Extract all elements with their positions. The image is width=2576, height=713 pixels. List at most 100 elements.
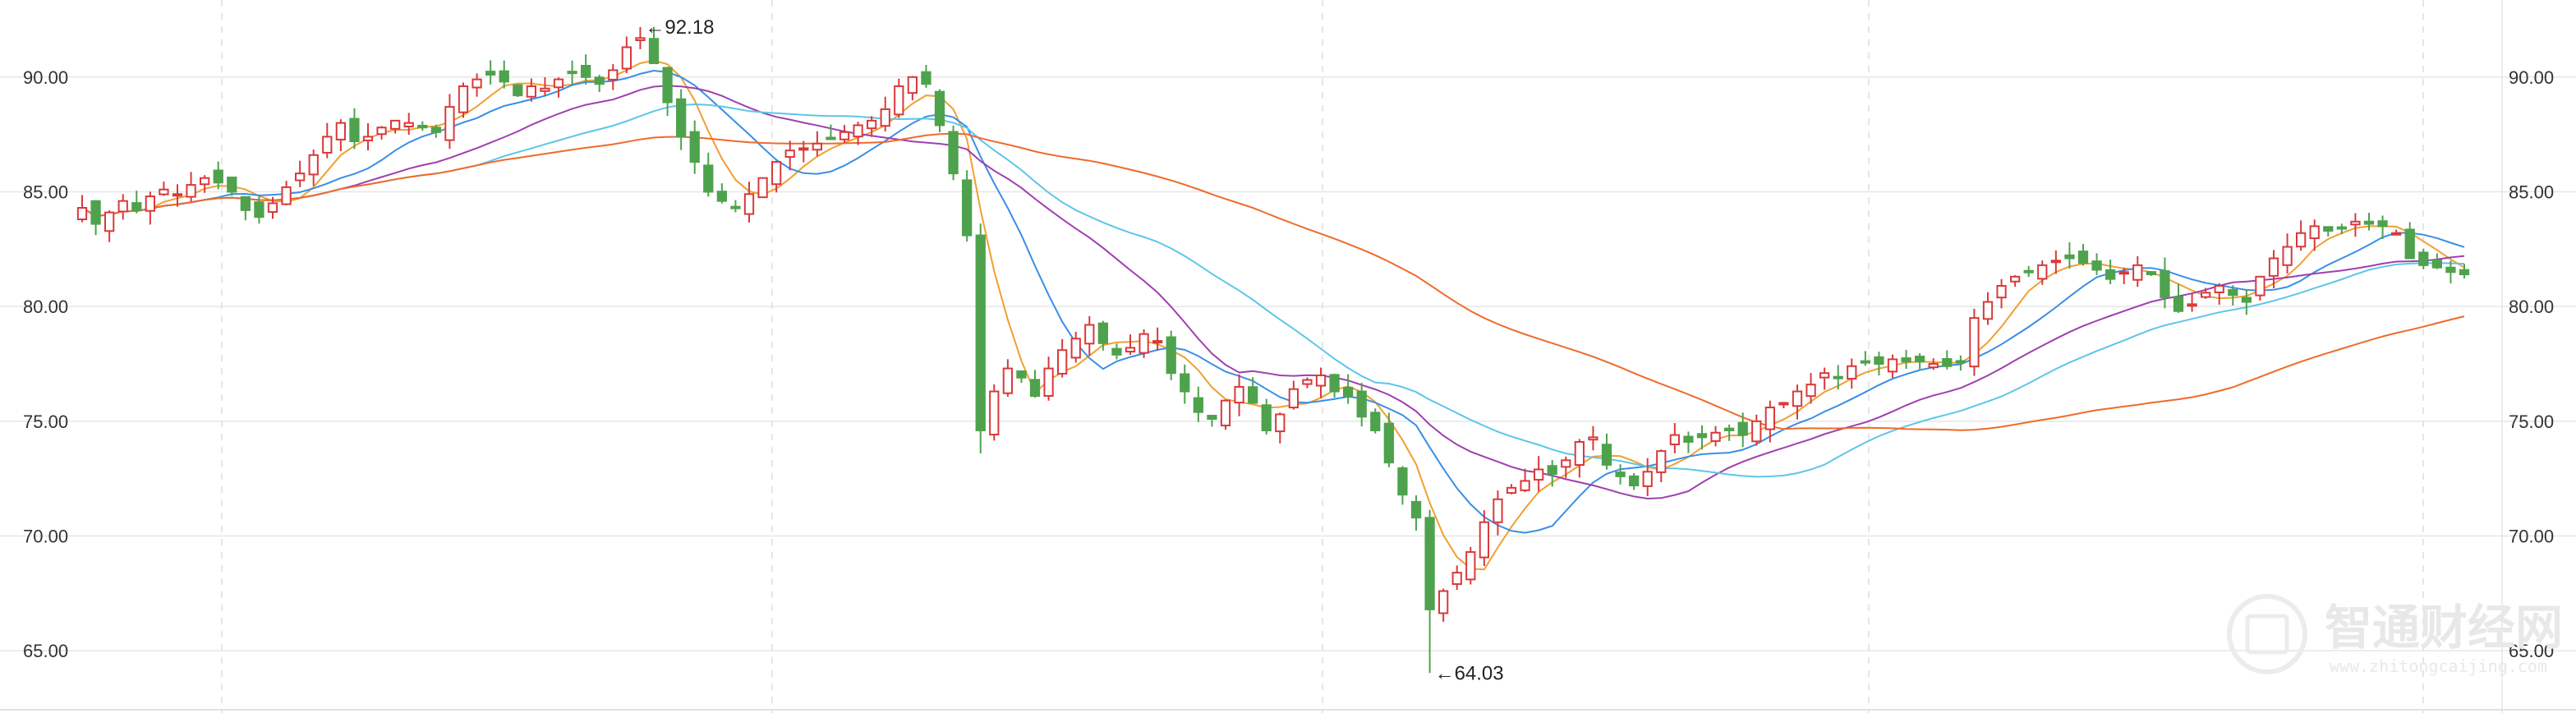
candle-body-110 (1574, 440, 1585, 467)
candle-129 (1833, 365, 1843, 390)
candle-67 (989, 384, 1000, 441)
candle-body-155 (2187, 303, 2197, 307)
candle-85 (1234, 374, 1244, 416)
candle-body-137 (1942, 357, 1953, 367)
candle-body-102 (1465, 551, 1476, 581)
candle-146 (2064, 242, 2075, 269)
candle-108 (1547, 460, 1557, 487)
candle-body-130 (1847, 365, 1857, 380)
candle-body-73 (1070, 338, 1081, 359)
candle-body-154 (2173, 296, 2184, 312)
candle-body-129 (1833, 375, 1843, 380)
candle-body-128 (1819, 372, 1830, 379)
candle-body-1 (90, 200, 101, 225)
candle-130 (1847, 358, 1857, 389)
candle-41 (635, 26, 646, 49)
candle-body-160 (2255, 275, 2266, 297)
candle-15 (281, 181, 292, 205)
ma60-line (81, 132, 2465, 431)
candle-43 (662, 67, 673, 117)
candle-body-74 (1084, 324, 1095, 345)
candle-112 (1601, 433, 1612, 470)
candle-body-175 (2459, 269, 2470, 276)
y-tick-right-0: 90.00 (2509, 67, 2554, 88)
candle-2 (104, 209, 115, 242)
candle-body-2 (104, 211, 115, 232)
candle-body-26 (430, 126, 441, 133)
candle-170 (2391, 229, 2402, 236)
candle-body-125 (1778, 402, 1789, 406)
candle-body-119 (1696, 433, 1708, 439)
candle-110 (1574, 439, 1585, 478)
candle-56 (839, 125, 850, 143)
candle-body-54 (812, 142, 822, 151)
candle-body-53 (798, 147, 809, 151)
candle-100 (1438, 588, 1449, 622)
candle-body-3 (117, 200, 128, 213)
candle-body-25 (417, 124, 428, 129)
candle-body-27 (444, 106, 455, 141)
candle-body-116 (1656, 450, 1667, 473)
candle-body-132 (1874, 356, 1884, 365)
candle-body-58 (867, 119, 877, 130)
candle-body-15 (281, 186, 292, 205)
candle-body-62 (921, 71, 932, 85)
svg-text:www.zhitongcaijing.com: www.zhitongcaijing.com (2330, 656, 2547, 676)
y-tick-left-3: 75.00 (23, 412, 68, 432)
candle-body-29 (472, 78, 482, 89)
candle-158 (2228, 285, 2238, 306)
candle-125 (1778, 402, 1789, 409)
annotation-high: ←92.18 (645, 16, 714, 39)
candle-150 (2118, 267, 2129, 284)
candle-4 (131, 191, 142, 214)
candle-44 (676, 89, 687, 150)
candle-body-40 (621, 46, 632, 70)
candle-body-117 (1669, 434, 1680, 445)
candle-137 (1942, 350, 1953, 370)
candle-161 (2268, 250, 2279, 288)
candle-body-51 (771, 161, 782, 186)
candle-103 (1479, 510, 1489, 567)
candle-94 (1356, 383, 1367, 427)
candle-86 (1248, 377, 1258, 404)
candle-body-11 (227, 177, 237, 193)
candle-body-79 (1152, 340, 1163, 344)
candle-body-168 (2363, 220, 2375, 225)
candle-102 (1465, 546, 1476, 585)
candle-66 (975, 223, 986, 453)
candle-body-43 (662, 67, 673, 104)
candle-body-90 (1302, 379, 1313, 385)
candle-body-144 (2037, 264, 2048, 280)
candle-78 (1138, 329, 1149, 358)
candle-body-42 (648, 38, 660, 65)
candle-77 (1125, 334, 1136, 355)
candle-34 (540, 77, 550, 96)
candle-111 (1588, 426, 1598, 451)
candle-84 (1220, 399, 1231, 430)
candle-body-18 (322, 136, 333, 154)
candle-76 (1111, 343, 1122, 360)
candle-46 (703, 152, 714, 197)
y-tick-right-3: 75.00 (2509, 412, 2554, 432)
candle-body-88 (1275, 413, 1286, 433)
candle-body-108 (1547, 465, 1557, 476)
candle-body-94 (1356, 390, 1367, 418)
candle-body-107 (1534, 468, 1544, 481)
watermark: 智通财经网 www.zhitongcaijing.com (2227, 594, 2563, 676)
candle-body-64 (948, 131, 959, 175)
candle-155 (2187, 292, 2197, 312)
candle-body-169 (2377, 220, 2388, 228)
candle-body-63 (934, 90, 945, 126)
candle-40 (621, 36, 632, 73)
candle-63 (934, 89, 945, 133)
candle-120 (1710, 426, 1721, 447)
candle-153 (2160, 257, 2170, 309)
candle-body-173 (2431, 259, 2442, 269)
candle-body-136 (1928, 362, 1939, 369)
candle-3 (117, 194, 128, 220)
y-tick-left-0: 90.00 (23, 67, 68, 88)
candle-body-17 (308, 154, 319, 176)
candle-57 (853, 122, 863, 145)
candle-18 (322, 122, 333, 159)
candle-83 (1207, 414, 1217, 427)
